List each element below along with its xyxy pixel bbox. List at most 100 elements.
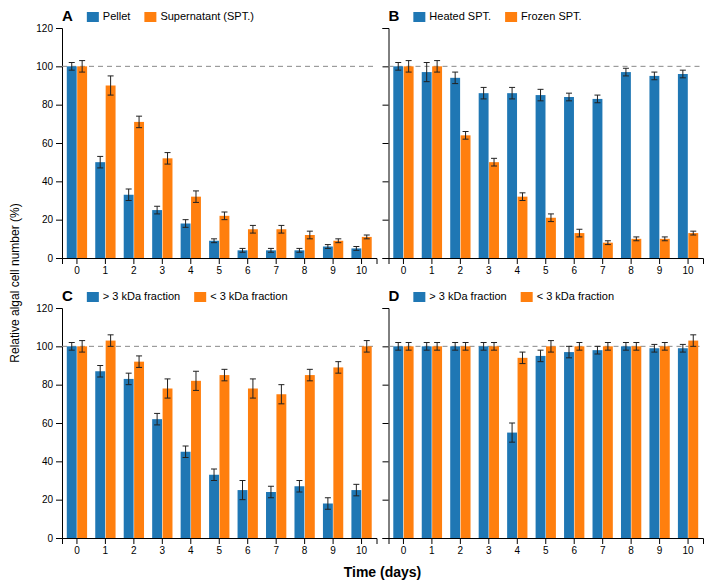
- tick-label: 0: [74, 265, 80, 276]
- error-bar: [296, 248, 302, 252]
- tick-mark: [219, 538, 220, 544]
- tick: 100: [36, 341, 62, 352]
- bar: [603, 346, 613, 538]
- series: [393, 343, 688, 539]
- error-bar: [680, 70, 686, 78]
- tick-label: 4: [515, 545, 521, 556]
- error-bar: [395, 63, 401, 71]
- bar: [404, 66, 414, 258]
- error-bar: [491, 158, 497, 166]
- tick: 10: [356, 258, 368, 276]
- axis-line: [383, 29, 390, 259]
- bar: [461, 135, 471, 258]
- legend: > 3 kDa fraction< 3 kDa fraction: [413, 290, 614, 302]
- tick-mark: [383, 308, 389, 309]
- tick-label: 9: [330, 265, 336, 276]
- bar: [294, 486, 304, 538]
- tick: 5: [216, 258, 222, 276]
- bar: [593, 99, 603, 258]
- tick: 0: [74, 538, 80, 556]
- legend-item: Pellet: [87, 10, 131, 22]
- tick: 80: [42, 379, 62, 390]
- bar: [220, 216, 230, 258]
- bar: [393, 346, 403, 538]
- tick-mark: [460, 538, 461, 544]
- legend-label: Frozen SPT.: [521, 10, 582, 22]
- tick-label: 7: [273, 265, 279, 276]
- y-axis: 020406080100120: [36, 23, 62, 264]
- plot-area: [62, 61, 377, 258]
- error-bar: [221, 212, 227, 220]
- tick-label: 1: [429, 545, 435, 556]
- error-bar: [519, 352, 525, 364]
- tick-mark: [333, 258, 334, 264]
- tick-label: 8: [302, 545, 308, 556]
- error-bar: [221, 369, 227, 381]
- error-bar: [335, 239, 341, 243]
- tick: 7: [273, 258, 279, 276]
- tick-label: 20: [42, 494, 54, 505]
- tick-mark: [56, 258, 62, 259]
- tick: 9: [657, 258, 663, 276]
- bar: [333, 241, 343, 258]
- error-bar: [250, 225, 256, 233]
- bar: [660, 239, 670, 258]
- bar: [266, 492, 276, 538]
- error-bar: [278, 385, 284, 404]
- bar: [209, 241, 219, 258]
- tick: 6: [571, 258, 577, 276]
- error-bar: [364, 341, 370, 353]
- bar: [191, 197, 201, 258]
- tick-mark: [276, 258, 277, 264]
- tick-mark: [247, 258, 248, 264]
- legend-label: < 3 kDa fraction: [210, 290, 287, 302]
- tick-label: 10: [682, 545, 694, 556]
- error-bar: [509, 423, 515, 442]
- tick-label: 3: [160, 545, 166, 556]
- legend-swatch: [87, 292, 99, 302]
- legend-label: > 3 kDa fraction: [429, 290, 506, 302]
- error-bar: [662, 237, 668, 241]
- error-bar: [154, 413, 160, 425]
- bar: [621, 346, 631, 538]
- legend-swatch: [521, 292, 533, 302]
- tick-label: 2: [458, 265, 464, 276]
- error-bar: [538, 89, 544, 101]
- tick-mark: [383, 143, 389, 144]
- series: [393, 63, 688, 259]
- tick-mark: [383, 181, 389, 182]
- bar: [546, 218, 556, 258]
- error-bar: [183, 446, 189, 458]
- error-bar: [463, 132, 469, 140]
- tick: 60: [42, 418, 62, 429]
- legend: PelletSupernatant (SPT.): [87, 10, 254, 22]
- tick: 0: [401, 538, 407, 556]
- tick-label: 1: [103, 545, 109, 556]
- legend-swatch: [505, 12, 517, 22]
- tick-label: 0: [74, 545, 80, 556]
- tick-label: 2: [131, 545, 137, 556]
- tick: 9: [330, 258, 336, 276]
- tick: 8: [628, 258, 634, 276]
- tick-label: 8: [302, 265, 308, 276]
- error-bar: [491, 343, 497, 351]
- error-bar: [576, 229, 582, 237]
- error-bar: [193, 371, 199, 390]
- tick-mark: [383, 66, 389, 67]
- tick-label: 5: [216, 265, 222, 276]
- panel-header: D> 3 kDa fraction< 3 kDa fraction: [389, 287, 615, 304]
- axis-line: [56, 29, 63, 259]
- tick: 20: [42, 214, 62, 225]
- error-bar: [296, 481, 302, 493]
- axis-line: [63, 259, 378, 265]
- tick-label: 120: [36, 23, 53, 34]
- error-bar: [108, 76, 114, 95]
- tick-label: 6: [245, 545, 251, 556]
- tick: 1: [103, 538, 109, 556]
- error-bar: [154, 206, 160, 214]
- tick-mark: [276, 538, 277, 544]
- tick: 20: [42, 494, 62, 505]
- tick-mark: [56, 28, 62, 29]
- bar: [489, 162, 499, 258]
- x-axis: 012345678910: [389, 258, 704, 276]
